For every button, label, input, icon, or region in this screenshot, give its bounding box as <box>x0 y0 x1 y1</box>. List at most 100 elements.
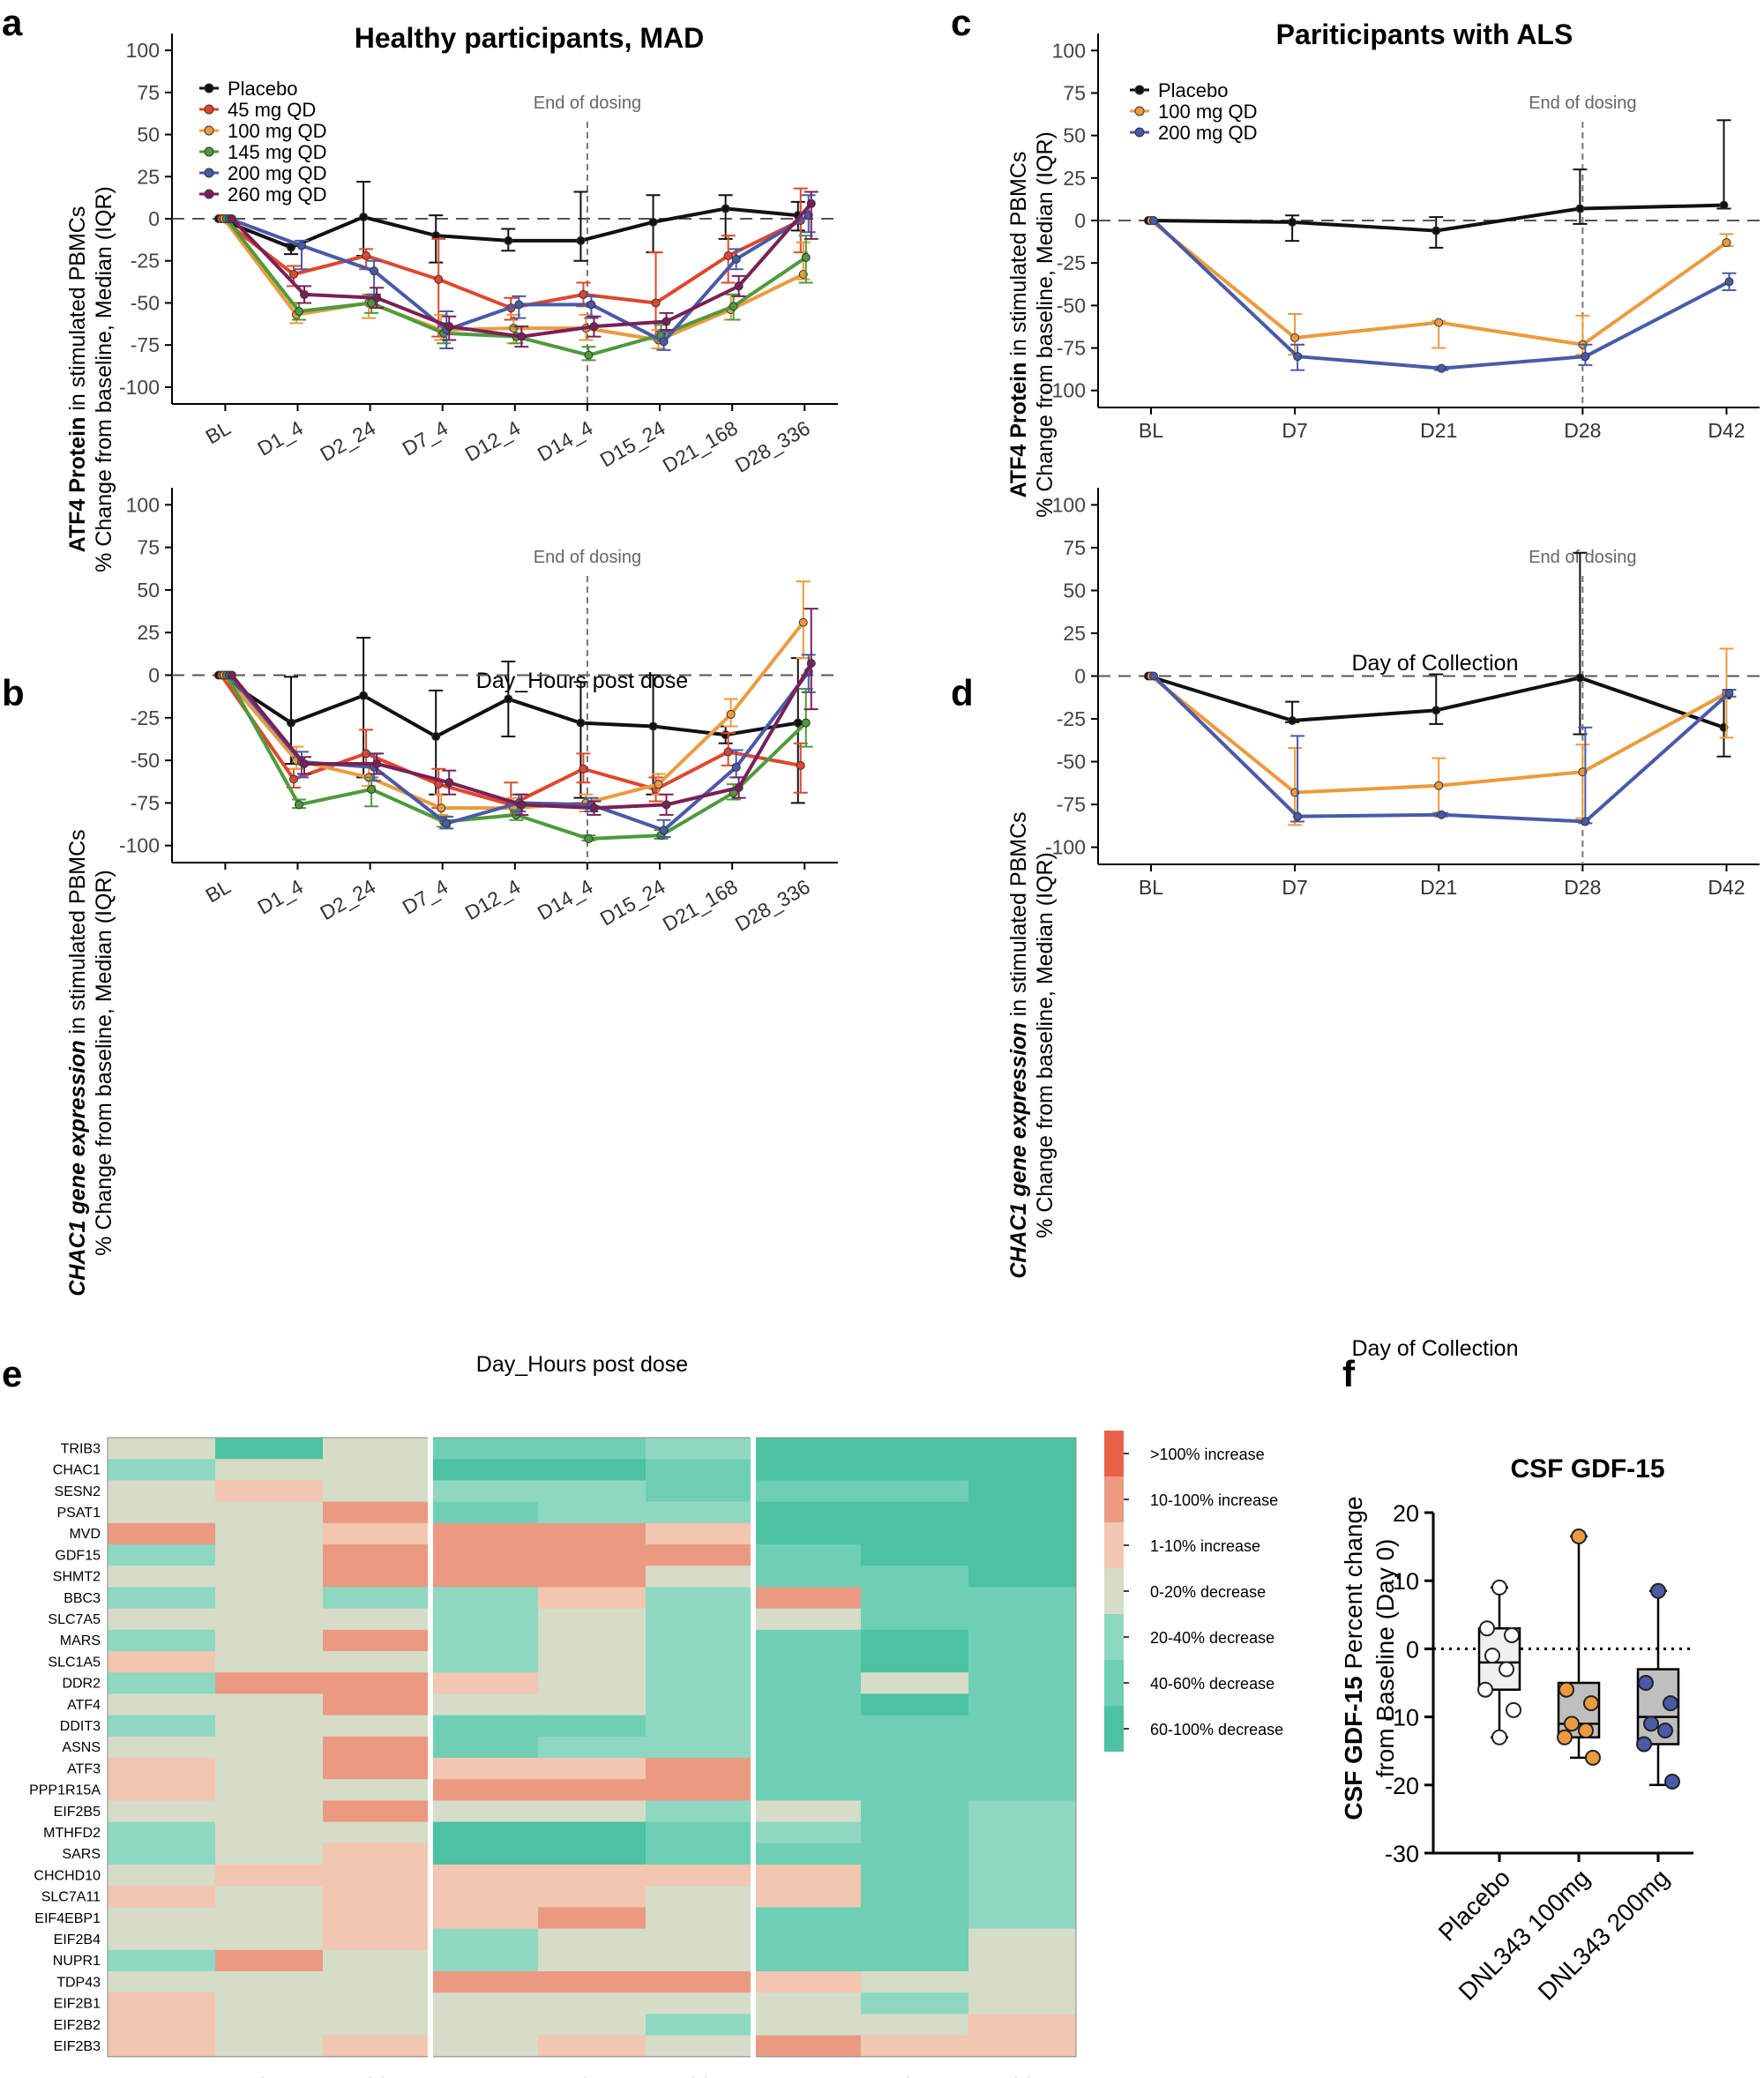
heatmap-cell <box>323 1501 431 1524</box>
gene-label: DDIT3 <box>60 1719 101 1734</box>
svg-text:% Change from baseline, Median: % Change from baseline, Median (IQR) <box>92 870 116 1256</box>
heatmap-cell <box>968 1608 1077 1631</box>
heatmap-cell <box>968 1928 1077 1951</box>
data-point <box>1724 688 1734 698</box>
heatmap-cell <box>323 1608 431 1631</box>
x-tick-label: D1_4 <box>253 416 307 460</box>
x-tick-label: D28 <box>1564 876 1601 899</box>
y-tick-label: 100 <box>1052 39 1086 62</box>
heatmap-cell <box>430 1779 539 1801</box>
legend-swatch-dot <box>204 168 214 178</box>
legend-swatch-dot <box>204 83 214 93</box>
data-point <box>1571 1529 1587 1545</box>
heatmap-cell <box>861 1459 969 1481</box>
data-point <box>1506 1701 1521 1718</box>
heatmap-cell <box>430 1928 539 1951</box>
column-label: 28 <box>687 2073 713 2078</box>
heatmap-cell <box>861 1800 969 1823</box>
heatmap-cell <box>430 1544 539 1566</box>
gene-label: EIF2B1 <box>54 1997 101 2012</box>
data-point <box>504 694 513 704</box>
data-point <box>1149 216 1158 225</box>
heatmap-cell <box>861 1821 969 1844</box>
gene-label: EIF2B2 <box>54 2018 101 2033</box>
heatmap-cell <box>753 1480 862 1503</box>
y-tick-label: -10 <box>1385 1705 1419 1731</box>
chart-chac1-healthy: CHAC1 gene expression in stimulated PBMC… <box>65 488 838 1377</box>
legend-label: 145 mg QD <box>228 141 327 163</box>
heatmap-cell <box>646 1629 754 1652</box>
panel-letter-f: f <box>1342 1353 1356 1394</box>
data-point <box>1719 200 1729 210</box>
heatmap-cell <box>108 1907 216 1930</box>
panel-letter-d: d <box>951 672 974 714</box>
heatmap-cell <box>108 1800 216 1823</box>
heatmap-cell <box>646 1544 754 1566</box>
heatmap-cell <box>861 1736 969 1759</box>
heatmap-cell <box>538 1651 647 1673</box>
heatmap-cell <box>646 1715 754 1738</box>
data-point <box>1643 1715 1659 1732</box>
gene-label: GDF15 <box>55 1548 101 1563</box>
heatmap-cell <box>430 1949 539 1972</box>
data-point <box>227 214 236 223</box>
x-tick-label: D42 <box>1708 419 1745 442</box>
heatmap-cell <box>215 1949 324 1972</box>
y-axis-label: CHAC1 gene expression in stimulated PBMC… <box>1006 811 1058 1278</box>
heatmap-cell <box>646 1566 754 1588</box>
heatmap-cell <box>753 1629 862 1652</box>
heatmap-cell <box>323 1800 431 1823</box>
gene-label: CHCHD10 <box>34 1868 101 1883</box>
heatmap-cell <box>753 1971 862 1993</box>
data-point <box>362 251 371 260</box>
gene-label: EIF2B3 <box>54 2039 101 2054</box>
y-tick-label: 25 <box>137 621 160 644</box>
data-point <box>442 818 452 828</box>
legend-label: 100 mg QD <box>228 120 327 142</box>
data-point <box>1431 706 1441 715</box>
heatmap-cell <box>430 1736 539 1759</box>
data-point <box>1583 1695 1599 1712</box>
gene-label: PSAT1 <box>57 1506 101 1521</box>
data-point <box>584 833 594 843</box>
heatmap-cell <box>108 1992 216 2014</box>
scale-label: 0-20% decrease <box>1150 1583 1266 1601</box>
column-label: 28 <box>1010 2073 1035 2078</box>
heatmap-cell <box>646 1651 754 1673</box>
column-label: Day 7 <box>131 2073 191 2078</box>
gene-label: TRIB3 <box>61 1441 101 1456</box>
heatmap-cell <box>753 1438 862 1460</box>
heatmap-cell <box>215 1821 324 1844</box>
heatmap-cell <box>538 1949 647 1972</box>
heatmap-cell <box>753 1459 862 1481</box>
legend-swatch-dot <box>1134 106 1145 116</box>
y-axis-label: ATF4 Protein in stimulated PBMCs % Chang… <box>1006 131 1058 518</box>
heatmap-cell <box>430 1693 539 1716</box>
heatmap-cell <box>108 1438 216 1460</box>
heatmap-cell <box>538 1715 647 1738</box>
heatmap-cell <box>646 2035 754 2058</box>
heatmap-cell <box>861 1566 969 1588</box>
data-point <box>359 213 369 222</box>
gene-label: NUPR1 <box>53 1954 101 1969</box>
x-tick-label: D7 <box>1282 876 1307 899</box>
column-label: Day 7 <box>777 2073 837 2078</box>
y-tick-label: -75 <box>1057 793 1086 816</box>
y-tick-label: -50 <box>131 291 160 314</box>
data-point <box>289 270 299 279</box>
data-point <box>659 826 669 835</box>
heatmap-cell <box>968 1992 1077 2014</box>
heatmap-cell <box>646 1438 754 1460</box>
heatmap-cell <box>968 1693 1077 1716</box>
heatmap-cell <box>861 1587 969 1610</box>
heatmap-cell <box>968 1949 1077 1972</box>
heatmap-cell <box>215 2035 324 2058</box>
panel-letter-c: c <box>951 2 971 43</box>
data-point <box>579 764 588 774</box>
heatmap-cell <box>323 1843 431 1865</box>
chart-title: CSF GDF-15 <box>1510 1454 1664 1484</box>
y-tick-label: 50 <box>1063 579 1086 602</box>
scale-label: >100% increase <box>1150 1446 1265 1463</box>
heatmap-cell <box>430 1758 539 1780</box>
